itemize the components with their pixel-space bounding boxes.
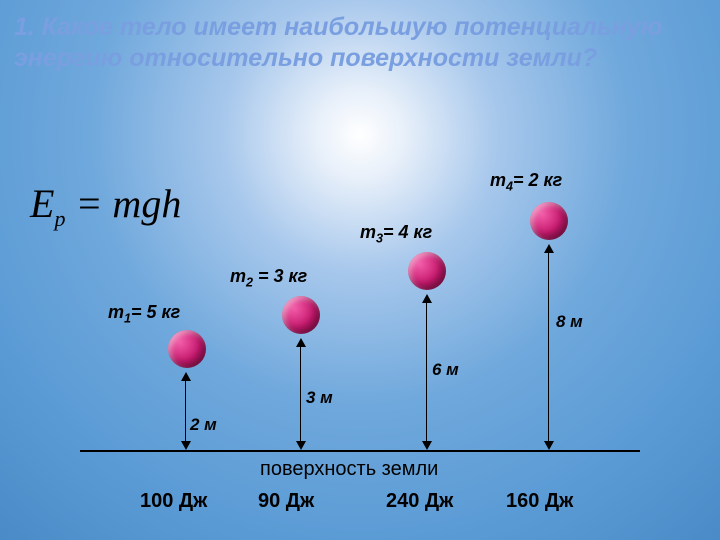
- height-arrow-3: [426, 302, 427, 442]
- height-label-3: 6 м: [432, 360, 459, 380]
- ball-1: [168, 330, 206, 368]
- height-arrow-1: [185, 380, 186, 442]
- answer-4: 160 Дж: [506, 490, 586, 512]
- ground-label: поверхность земли: [260, 458, 438, 481]
- arrow-head-down-3: [422, 441, 432, 450]
- question-title: 1. Какое тело имеет наибольшую потенциал…: [14, 12, 706, 75]
- formula: Ep = mgh: [30, 180, 181, 232]
- ground-line: [80, 450, 640, 452]
- answer-3: 240 Дж: [386, 490, 466, 512]
- arrow-head-down-1: [181, 441, 191, 450]
- height-label-2: 3 м: [306, 388, 333, 408]
- height-arrow-4: [548, 252, 549, 442]
- mass-label-3: m3= 4 кг: [360, 222, 432, 246]
- mass-label-4: m4= 2 кг: [490, 170, 562, 194]
- mass-label-2: m2 = 3 кг: [230, 266, 307, 290]
- arrow-head-down-4: [544, 441, 554, 450]
- answer-2: 90 Дж: [258, 490, 338, 512]
- height-arrow-2: [300, 346, 301, 442]
- arrow-head-up-3: [422, 294, 432, 303]
- mass-label-1: m1= 5 кг: [108, 302, 180, 326]
- ball-3: [408, 252, 446, 290]
- ball-4: [530, 202, 568, 240]
- height-label-1: 2 м: [190, 415, 217, 435]
- arrow-head-up-2: [296, 338, 306, 347]
- arrow-head-up-1: [181, 372, 191, 381]
- height-label-4: 8 м: [556, 312, 583, 332]
- arrow-head-up-4: [544, 244, 554, 253]
- arrow-head-down-2: [296, 441, 306, 450]
- answer-1: 100 Дж: [140, 490, 220, 512]
- ball-2: [282, 296, 320, 334]
